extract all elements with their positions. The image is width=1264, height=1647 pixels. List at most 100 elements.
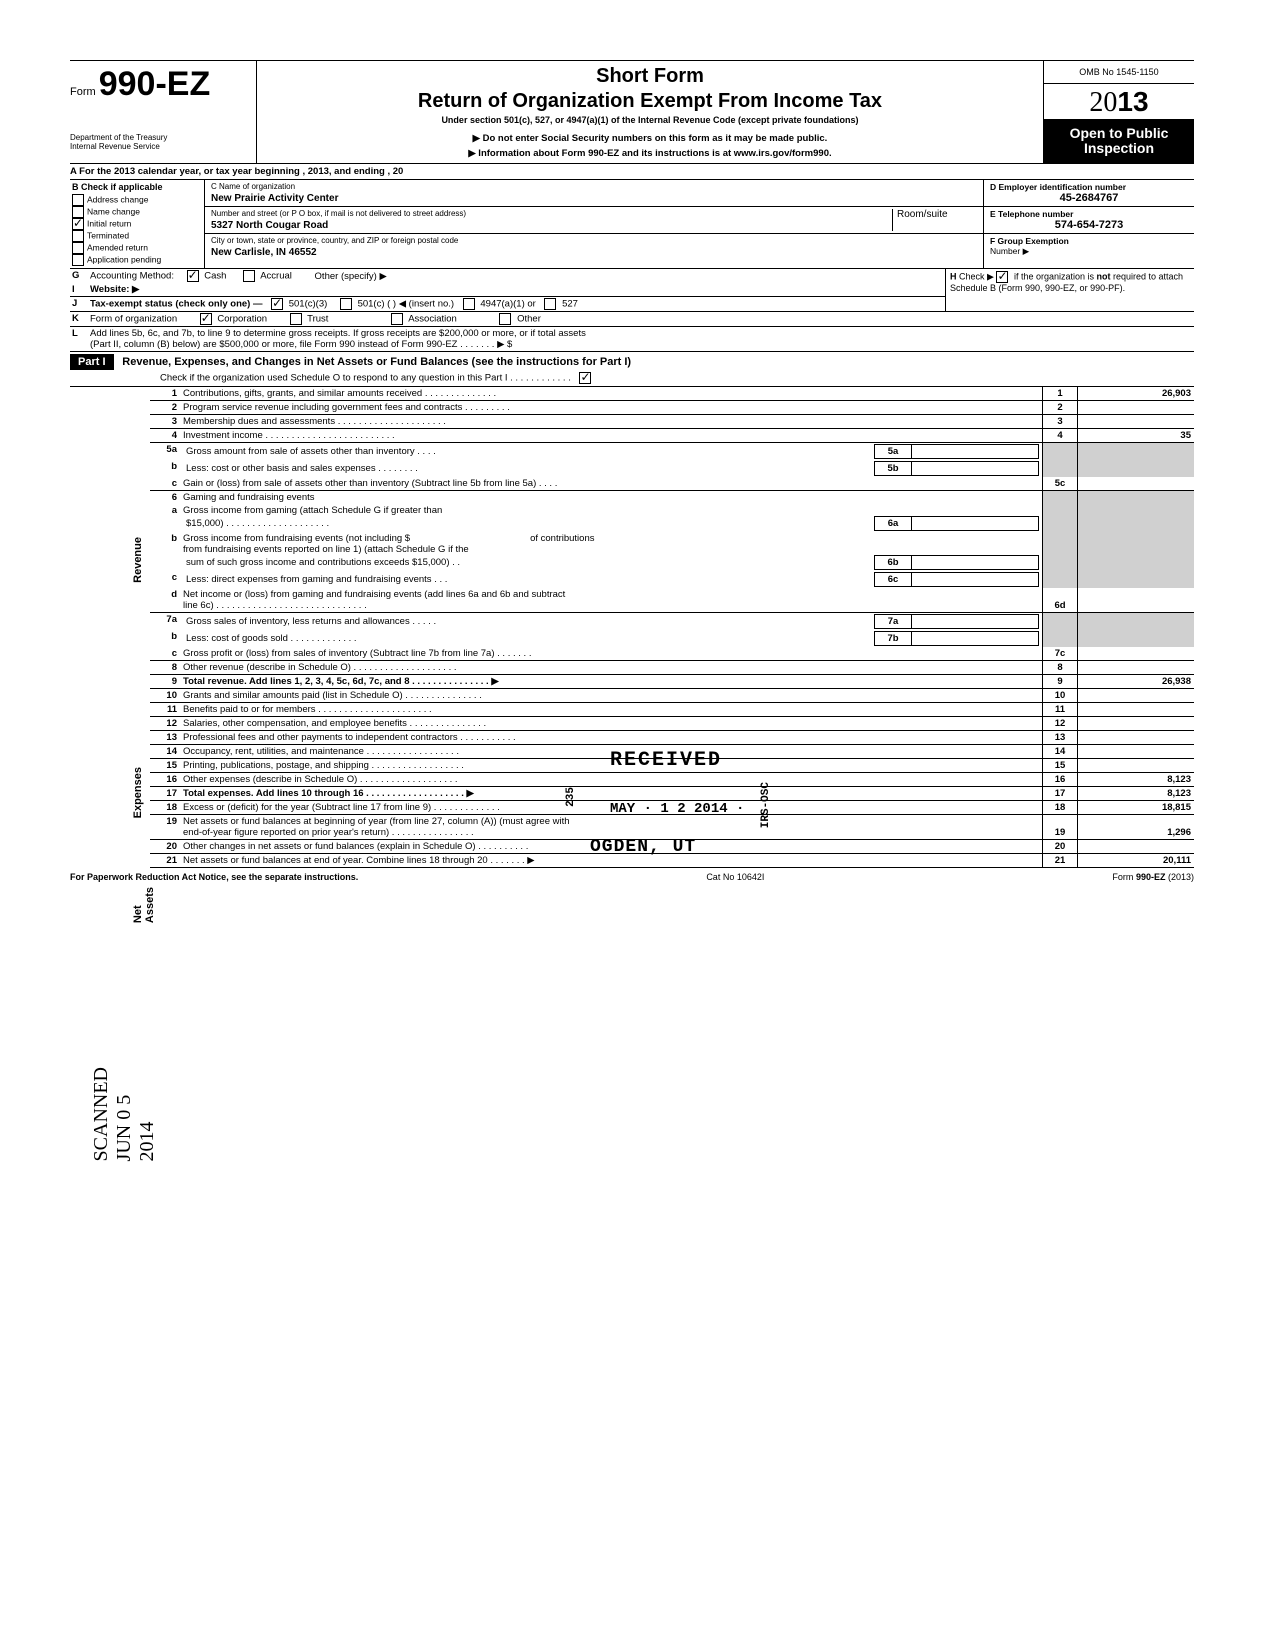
city-value: New Carlisle, IN 46552 (211, 247, 977, 258)
row-6b: b Gross income from fundraising events (… (150, 532, 1194, 571)
row-6: 6Gaming and fundraising events (150, 491, 1194, 505)
tax-year: 2013 (1044, 84, 1194, 120)
group-exemption-row: F Group Exemption Number ▶ (984, 234, 1194, 268)
other-specify: Other (specify) ▶ (315, 271, 387, 282)
org-name: New Prairie Activity Center (211, 193, 977, 204)
website-label: Website: ▶ (90, 284, 945, 295)
chk-4947[interactable] (463, 298, 475, 310)
accounting-method-label: Accounting Method: (90, 271, 174, 282)
line-l: L Add lines 5b, 6c, and 7b, to line 9 to… (70, 327, 1194, 351)
col-c-org-info: C Name of organization New Prairie Activ… (205, 180, 983, 268)
row-2: 2Program service revenue including gover… (150, 401, 1194, 415)
form-prefix: Form (70, 86, 96, 98)
org-name-row: C Name of organization New Prairie Activ… (205, 180, 983, 207)
row-19: 19 Net assets or fund balances at beginn… (150, 815, 1194, 840)
open-public-badge: Open to Public Inspection (1044, 120, 1194, 163)
row-7b: b Less: cost of goods sold . . . . . . .… (150, 630, 1194, 647)
row-16: 16Other expenses (describe in Schedule O… (150, 773, 1194, 787)
phone-row: E Telephone number 574-654-7273 (984, 207, 1194, 234)
chk-cash[interactable] (187, 270, 199, 282)
city-label: City or town, state or province, country… (211, 236, 977, 245)
scanned-stamp: SCANNED JUN 0 5 2014 (90, 1067, 159, 1161)
line-h: H Check ▶ if the organization is not req… (945, 269, 1194, 311)
row-11: 11Benefits paid to or for members . . . … (150, 703, 1194, 717)
row-1: 1Contributions, gifts, grants, and simil… (150, 387, 1194, 401)
group-exemption-number: Number ▶ (990, 246, 1188, 257)
chk-501c3[interactable] (271, 298, 283, 310)
header-left: Form 990-EZ Department of the Treasury I… (70, 61, 257, 163)
info-link: ▶ Information about Form 990-EZ and its … (265, 148, 1035, 159)
revenue-label: Revenue (132, 537, 144, 583)
footer-right: Form 990-EZ (2013) (1112, 872, 1194, 882)
dept-block: Department of the Treasury Internal Reve… (70, 134, 250, 152)
group-exemption-label: F Group Exemption (990, 236, 1188, 246)
row-6a: a Gross income from gaming (attach Sched… (150, 504, 1194, 532)
body-area: SCANNED JUN 0 5 2014 Revenue Expenses Ne… (70, 387, 1194, 868)
row-5b: b Less: cost or other basis and sales ex… (150, 460, 1194, 477)
chk-application-pending[interactable]: Application pending (72, 254, 202, 266)
row-10: 10Grants and similar amounts paid (list … (150, 689, 1194, 703)
chk-schedule-b[interactable] (996, 271, 1008, 283)
line-l-text2: (Part II, column (B) below) are $500,000… (90, 339, 1194, 350)
col-b-title: B Check if applicable (72, 182, 202, 192)
line-l-text1: Add lines 5b, 6c, and 7b, to line 9 to d… (90, 328, 1194, 339)
row-9: 9Total revenue. Add lines 1, 2, 3, 4, 5c… (150, 675, 1194, 689)
row-12: 12Salaries, other compensation, and empl… (150, 717, 1194, 731)
row-7a: 7a Gross sales of inventory, less return… (150, 613, 1194, 631)
irs-osc-stamp: IRS-OSC (760, 782, 772, 828)
received-stamp: RECEIVED (610, 749, 722, 772)
line-g: G Accounting Method: Cash Accrual Other … (70, 269, 945, 283)
ein-label: D Employer identification number (990, 182, 1188, 192)
chk-527[interactable] (544, 298, 556, 310)
chk-terminated[interactable]: Terminated (72, 230, 202, 242)
row-a-tax-year: A For the 2013 calendar year, or tax yea… (70, 164, 1194, 180)
chk-accrual[interactable] (243, 270, 255, 282)
line-i: I Website: ▶ (70, 283, 945, 296)
header-right: OMB No 1545-1150 2013 Open to Public Ins… (1043, 61, 1194, 163)
phone-label: E Telephone number (990, 209, 1188, 219)
lines-table: 1Contributions, gifts, grants, and simil… (150, 387, 1194, 868)
chk-address-change[interactable]: Address change (72, 194, 202, 206)
col-b-checkboxes: B Check if applicable Address change Nam… (70, 180, 205, 268)
chk-schedule-o[interactable] (579, 372, 591, 384)
line-j: J Tax-exempt status (check only one) — 5… (70, 296, 945, 311)
omb-number: OMB No 1545-1150 (1044, 61, 1194, 84)
identity-block: B Check if applicable Address change Nam… (70, 180, 1194, 269)
chk-other[interactable] (499, 313, 511, 325)
form-number: Form 990-EZ (70, 65, 250, 104)
chk-name-change[interactable]: Name change (72, 206, 202, 218)
page-footer: For Paperwork Reduction Act Notice, see … (70, 872, 1194, 882)
header-center: Short Form Return of Organization Exempt… (257, 61, 1043, 163)
ein-value: 45-2684767 (990, 192, 1188, 204)
chk-initial-return[interactable]: Initial return (72, 218, 202, 230)
row-5a: 5a Gross amount from sale of assets othe… (150, 443, 1194, 461)
room-label: Room/suite (897, 209, 977, 220)
row-6d: d Net income or (loss) from gaming and f… (150, 588, 1194, 613)
phone-value: 574-654-7273 (990, 219, 1188, 231)
chk-trust[interactable] (290, 313, 302, 325)
dept-irs: Internal Revenue Service (70, 143, 250, 152)
part1-header-row: Part I Revenue, Expenses, and Changes in… (70, 351, 1194, 387)
form-org-label: Form of organization (90, 314, 177, 325)
netassets-label: Net Assets (132, 887, 156, 923)
row-4: 4Investment income . . . . . . . . . . .… (150, 429, 1194, 443)
form-number-big: 990-EZ (99, 65, 211, 103)
chk-association[interactable] (391, 313, 403, 325)
chk-501c[interactable] (340, 298, 352, 310)
ogden-stamp: OGDEN, UT (590, 837, 696, 857)
part1-title: Revenue, Expenses, and Changes in Net As… (122, 356, 631, 368)
col-de: D Employer identification number 45-2684… (983, 180, 1194, 268)
part1-subtitle: Check if the organization used Schedule … (160, 373, 571, 384)
row-7c: cGross profit or (loss) from sales of in… (150, 647, 1194, 661)
tax-exempt-label: Tax-exempt status (check only one) — (90, 299, 262, 310)
under-section: Under section 501(c), 527, or 4947(a)(1)… (265, 115, 1035, 125)
street-value: 5327 North Cougar Road (211, 220, 892, 231)
date-stamp: MAY · 1 2 2014 · (610, 801, 744, 817)
footer-left: For Paperwork Reduction Act Notice, see … (70, 872, 358, 882)
footer-center: Cat No 10642I (706, 872, 764, 882)
org-name-label: C Name of organization (211, 182, 977, 191)
chk-corporation[interactable] (200, 313, 212, 325)
chk-amended-return[interactable]: Amended return (72, 242, 202, 254)
line-k: K Form of organization Corporation Trust… (70, 312, 1194, 327)
street-row: Number and street (or P O box, if mail i… (205, 207, 983, 234)
